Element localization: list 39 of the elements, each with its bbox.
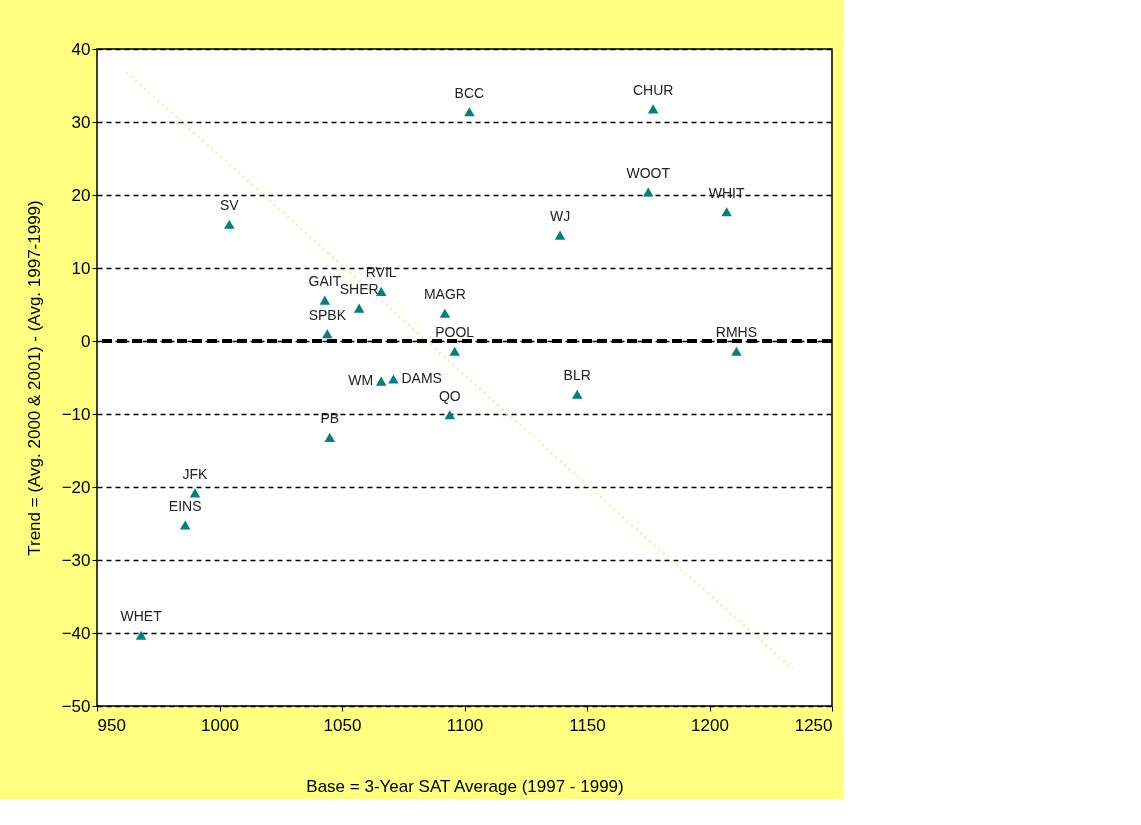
annotation: POOL bbox=[435, 324, 475, 341]
annotation: WOOT bbox=[626, 165, 671, 182]
annotation: PB bbox=[320, 410, 340, 427]
x-tick-label: 1200 bbox=[691, 715, 729, 735]
y-tick-label: 0 bbox=[81, 331, 91, 351]
x-tick-label: 1150 bbox=[569, 715, 606, 735]
y-tick-label: −40 bbox=[61, 623, 91, 643]
x-axis-title: Base = 3-Year SAT Average (1997 - 1999) bbox=[306, 776, 624, 796]
annotation: RMHS bbox=[715, 324, 758, 341]
annotation: SPBK bbox=[308, 306, 347, 323]
annotation: RVIL bbox=[365, 264, 397, 281]
y-tick-label: −10 bbox=[61, 404, 91, 424]
annotation: GAIT bbox=[308, 273, 342, 290]
annotation: JFK bbox=[182, 465, 209, 482]
y-tick-label: 10 bbox=[71, 258, 91, 278]
annotation: WJ bbox=[549, 208, 571, 225]
y-tick-label: −50 bbox=[61, 696, 91, 716]
annotation: BLR bbox=[563, 367, 591, 384]
annotation: WHET bbox=[120, 608, 163, 625]
x-tick-label: 1100 bbox=[446, 715, 484, 735]
annotation: QO bbox=[438, 387, 461, 404]
x-tick-label: 1050 bbox=[323, 715, 362, 735]
annotation: EINS bbox=[168, 497, 202, 514]
annotation: WM bbox=[348, 372, 374, 389]
annotation: SHER bbox=[339, 281, 379, 298]
annotation: CHUR bbox=[632, 81, 674, 98]
y-tick-label: 40 bbox=[71, 39, 91, 59]
annotation: DAMS bbox=[401, 369, 442, 386]
x-tick-label: 950 bbox=[97, 715, 126, 735]
y-tick-label: −20 bbox=[61, 477, 91, 497]
annotation: SV bbox=[219, 197, 240, 214]
x-tick-label: 1250 bbox=[794, 715, 833, 735]
annotation: MAGR bbox=[423, 286, 466, 303]
y-tick-label: −30 bbox=[61, 550, 91, 570]
y-tick-label: 30 bbox=[71, 112, 91, 132]
x-tick-label: 1000 bbox=[201, 715, 239, 735]
annotation: BCC bbox=[454, 84, 485, 101]
y-tick-label: 20 bbox=[71, 185, 91, 205]
y-axis-title: Trend = (Avg. 2000 & 2001) - (Avg. 1997-1999) bbox=[24, 200, 44, 556]
